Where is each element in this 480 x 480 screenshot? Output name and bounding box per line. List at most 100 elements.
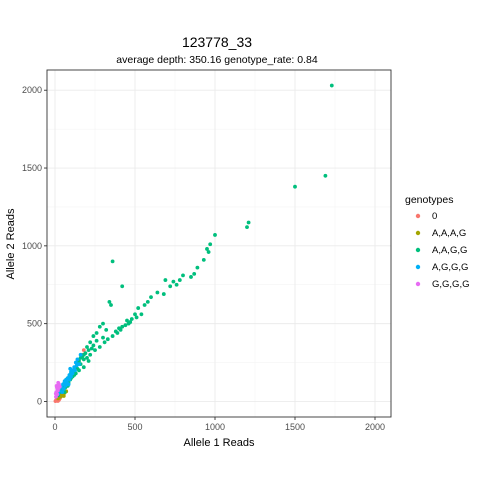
data-point <box>88 352 93 357</box>
data-point <box>125 318 129 323</box>
x-tick-label: 0 <box>52 422 57 432</box>
legend-key <box>415 264 421 270</box>
data-point <box>85 355 89 360</box>
data-point <box>323 173 328 178</box>
data-point <box>177 278 182 282</box>
x-tick-label: 500 <box>127 422 142 432</box>
data-point <box>115 331 120 335</box>
data-point <box>97 324 102 329</box>
data-point <box>171 279 176 284</box>
data-point <box>145 299 150 304</box>
data-point <box>88 340 93 345</box>
x-tick-label: 1000 <box>205 422 225 432</box>
data-point <box>192 271 197 276</box>
data-point <box>81 365 86 370</box>
legend-key <box>415 281 421 287</box>
data-point <box>61 387 66 391</box>
data-point <box>70 371 75 376</box>
data-point <box>134 315 139 320</box>
legend-label: A,G,G,G <box>432 262 468 273</box>
data-point <box>181 273 185 278</box>
data-point <box>86 359 91 363</box>
data-point <box>149 295 153 300</box>
data-point <box>293 184 297 189</box>
x-tick-label: 1500 <box>285 422 305 432</box>
data-point <box>189 275 193 279</box>
data-point <box>168 284 173 289</box>
y-tick-label: 500 <box>27 319 42 329</box>
data-point <box>91 343 96 348</box>
legend-label: A,A,A,G <box>432 228 466 239</box>
legend: genotypes 0 A,A,A,G A,A,G,G A,G,G,G G,G,G,G <box>405 194 469 290</box>
data-point <box>139 312 144 317</box>
data-point <box>128 320 133 324</box>
data-point <box>245 225 249 230</box>
data-point <box>109 303 113 307</box>
data-point <box>81 357 86 362</box>
y-tick-label: 0 <box>37 396 42 406</box>
data-point <box>206 250 211 254</box>
data-point <box>208 242 213 247</box>
data-point <box>102 340 107 345</box>
data-point <box>104 327 109 332</box>
y-axis-title: Allele 2 Reads <box>5 208 17 279</box>
data-point <box>56 386 61 391</box>
y-tick-label: 1000 <box>22 241 42 251</box>
data-point <box>105 337 110 342</box>
data-point <box>73 360 78 365</box>
data-point <box>123 323 128 328</box>
data-point <box>246 220 251 225</box>
data-point <box>201 257 206 262</box>
plot-panel-border <box>46 69 392 418</box>
data-point <box>86 348 91 352</box>
axis-ticks: 0 500 1000 1500 2000 0 500 1000 1500 2000 <box>22 85 385 432</box>
data-point <box>69 374 73 379</box>
data-point <box>155 290 160 295</box>
data-point <box>129 317 134 321</box>
data-point <box>93 348 97 352</box>
data-point <box>78 352 83 357</box>
data-point <box>75 357 80 362</box>
data-point <box>142 303 147 307</box>
legend-label: 0 <box>432 211 437 222</box>
data-point <box>120 324 125 329</box>
chart-subtitle: average depth: 350.16 genotype_rate: 0.8… <box>116 54 318 66</box>
data-point <box>133 312 137 317</box>
data-point <box>118 327 123 332</box>
data-point <box>163 278 168 282</box>
legend-label: A,A,G,G <box>432 245 467 256</box>
x-tick-label: 2000 <box>365 422 385 432</box>
data-points <box>53 83 334 404</box>
data-point <box>101 321 105 326</box>
data-point <box>120 284 125 289</box>
legend-key <box>415 230 421 236</box>
data-point <box>161 292 166 296</box>
data-point <box>85 345 89 349</box>
legend-title: genotypes <box>405 194 453 206</box>
data-point <box>74 363 79 368</box>
data-point <box>81 348 86 352</box>
data-point <box>107 299 112 304</box>
chart-title: 123778_33 <box>182 34 252 50</box>
data-point <box>205 247 209 251</box>
y-tick-label: 2000 <box>22 85 42 95</box>
data-point <box>89 346 94 351</box>
data-point <box>110 334 115 338</box>
data-point <box>195 265 200 270</box>
data-point <box>94 331 99 335</box>
data-point <box>73 368 77 373</box>
legend-key <box>415 247 421 253</box>
y-tick-label: 1500 <box>22 163 42 173</box>
data-point <box>67 377 72 382</box>
x-axis-title: Allele 1 Reads <box>184 437 255 449</box>
data-point <box>91 334 96 338</box>
data-point <box>329 83 334 88</box>
data-point <box>78 355 83 360</box>
data-point <box>97 345 102 349</box>
grid <box>47 70 391 417</box>
legend-label: G,G,G,G <box>432 279 469 290</box>
data-point <box>213 233 217 237</box>
data-point <box>94 338 99 343</box>
legend-key <box>415 213 421 219</box>
